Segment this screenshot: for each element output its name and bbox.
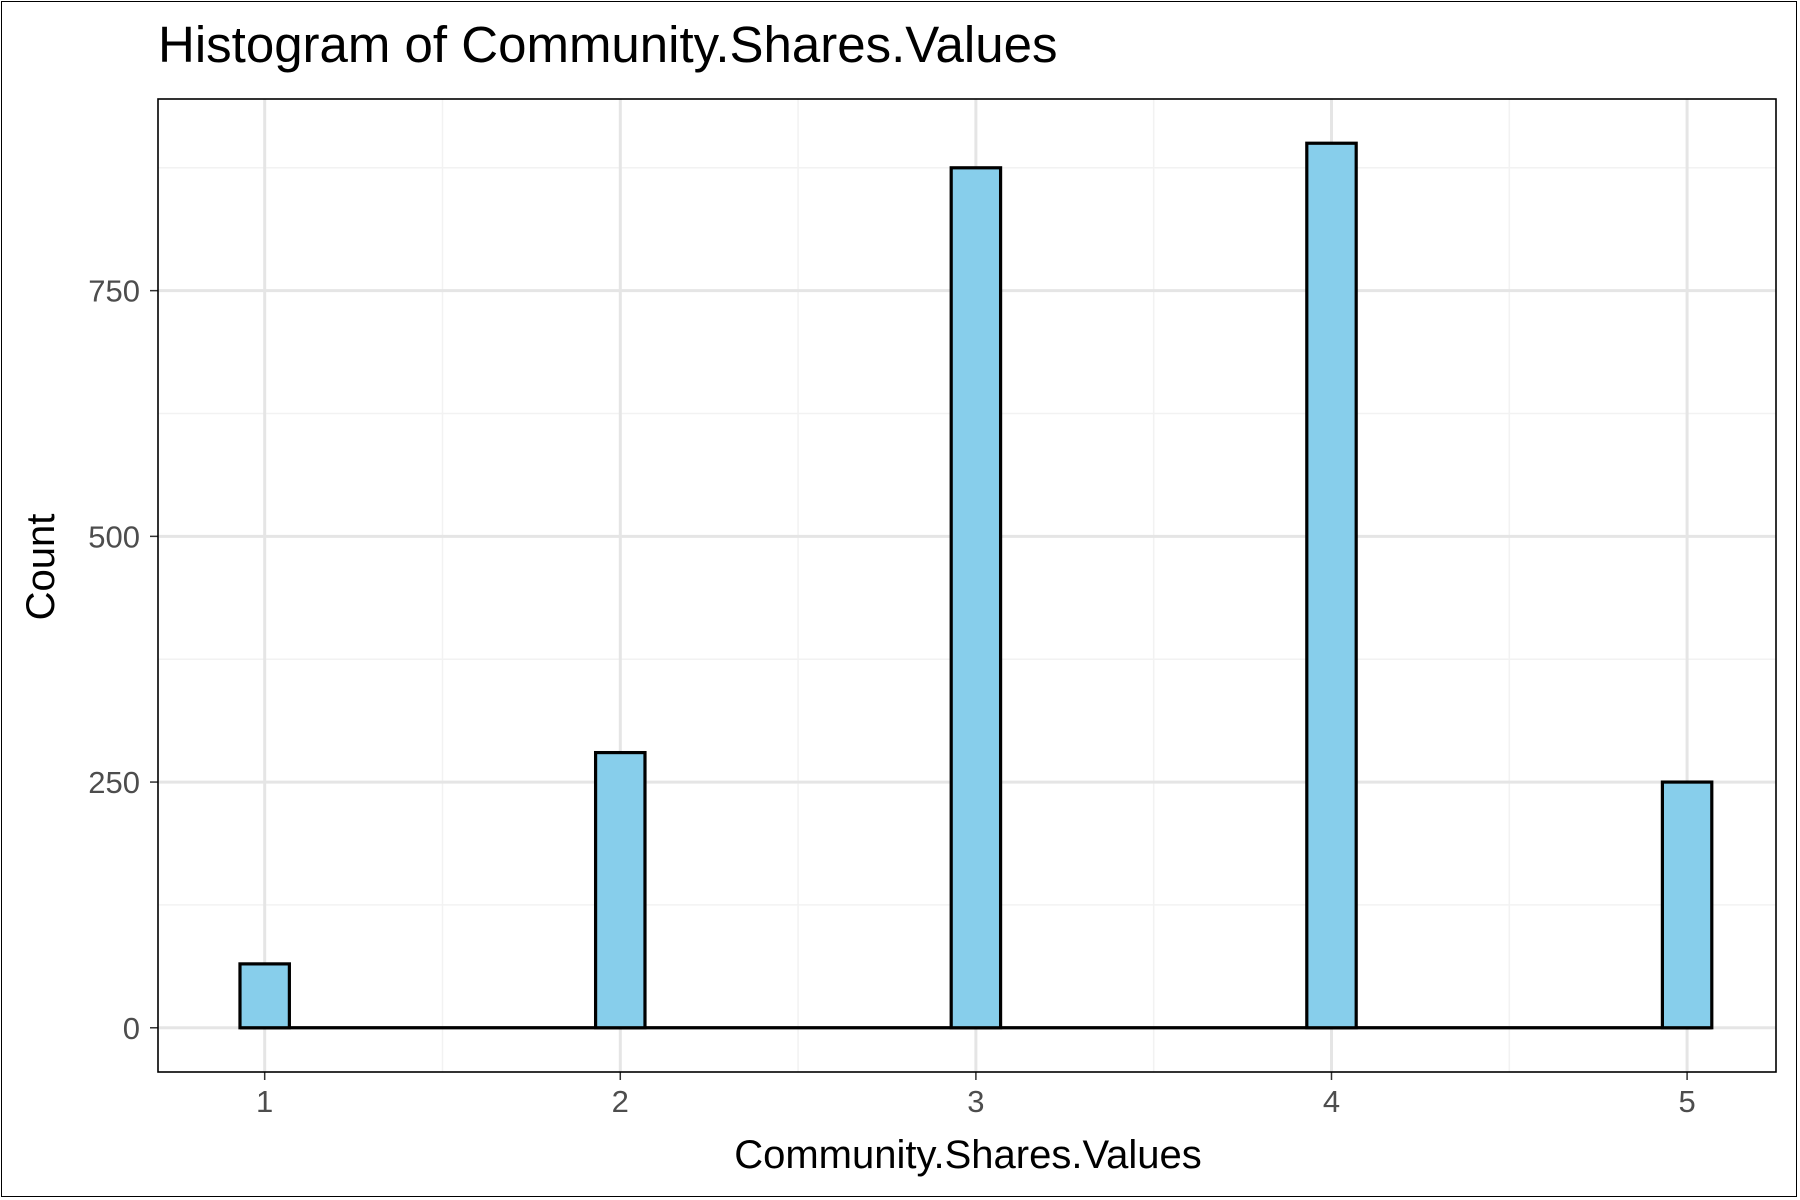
x-axis-title: Community.Shares.Values — [734, 1133, 1202, 1177]
y-tick-label: 250 — [88, 765, 140, 800]
x-tick-label: 5 — [1678, 1084, 1695, 1119]
y-tick-label: 500 — [88, 519, 140, 554]
x-tick-label: 4 — [1323, 1084, 1340, 1119]
histogram-bar — [1660, 780, 1714, 1030]
y-tick-label: 0 — [123, 1011, 140, 1046]
histogram-bars — [238, 141, 1714, 1030]
histogram-bar — [593, 750, 647, 1030]
histogram-bar — [949, 166, 1003, 1030]
x-tick-label: 3 — [967, 1084, 984, 1119]
panel-border — [157, 98, 1777, 1073]
y-tick-label: 750 — [88, 274, 140, 309]
histogram-bar — [238, 962, 291, 1030]
x-tick-label: 2 — [612, 1084, 629, 1119]
histogram-bar — [1305, 141, 1358, 1030]
x-tick-label: 1 — [256, 1084, 273, 1119]
axis-ticks: 1 2 3 4 5 0 250 500 750 — [88, 274, 1695, 1119]
chart-title: Histogram of Community.Shares.Values — [158, 16, 1057, 73]
y-axis-title: Count — [19, 514, 63, 621]
